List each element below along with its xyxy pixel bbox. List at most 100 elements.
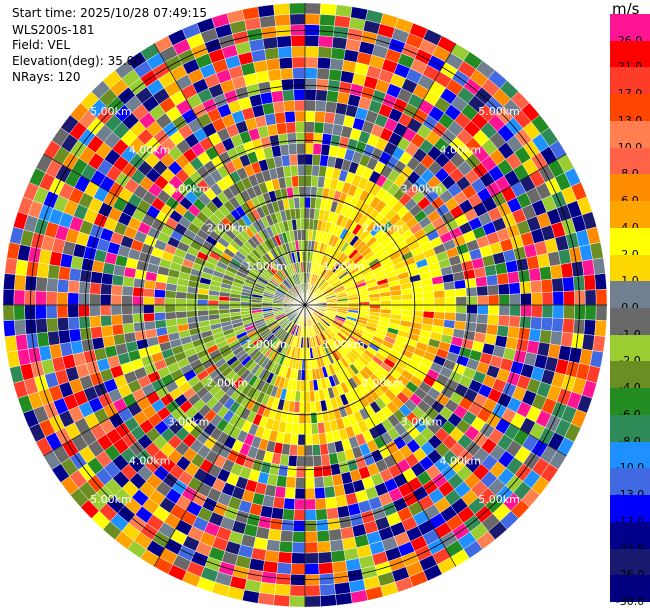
- velocity-gate: [423, 304, 435, 313]
- velocity-gate: [530, 304, 543, 318]
- velocity-gate: [328, 528, 343, 542]
- velocity-gate: [304, 347, 309, 360]
- velocity-gate: [13, 274, 27, 291]
- velocity-gate: [36, 262, 50, 279]
- velocity-gate: [318, 35, 334, 48]
- velocity-gate: [304, 35, 320, 47]
- velocity-gate: [304, 196, 311, 209]
- velocity-gate: [207, 304, 220, 311]
- velocity-gate: [132, 286, 145, 297]
- range-ring-label: 3.00km: [168, 416, 210, 429]
- velocity-gate: [35, 290, 47, 306]
- velocity-gate: [309, 401, 317, 413]
- velocity-gate: [274, 485, 287, 499]
- velocity-gate: [312, 143, 323, 156]
- velocity-gate: [197, 309, 209, 317]
- velocity-gate: [315, 508, 328, 521]
- velocity-gate: [528, 328, 542, 343]
- colorbar-segment: [610, 388, 650, 416]
- velocity-gate: [36, 331, 50, 348]
- velocity-gate: [316, 519, 329, 532]
- velocity-gate: [301, 240, 306, 252]
- velocity-gate: [15, 334, 29, 351]
- velocity-gate: [304, 99, 316, 112]
- velocity-gate: [444, 296, 457, 306]
- velocity-gate: [325, 100, 338, 114]
- velocity-gate: [142, 296, 155, 306]
- velocity-gate: [277, 133, 289, 146]
- velocity-gate: [562, 318, 575, 334]
- velocity-gate: [477, 304, 489, 315]
- velocity-gate: [271, 90, 284, 103]
- velocity-gate: [57, 317, 70, 332]
- velocity-gate: [304, 390, 311, 403]
- velocity-gate: [272, 496, 285, 510]
- velocity-gate: [309, 390, 316, 403]
- velocity-gate: [300, 229, 306, 241]
- velocity-gate: [13, 289, 26, 306]
- velocity-gate: [297, 175, 306, 187]
- velocity-gate: [466, 304, 478, 315]
- velocity-gate: [132, 313, 145, 324]
- velocity-gate: [111, 274, 125, 287]
- velocity-gate: [584, 304, 597, 321]
- velocity-gate: [314, 497, 327, 510]
- velocity-gate: [276, 122, 288, 135]
- range-ring-label: 4.00km: [129, 144, 171, 157]
- colorbar-segment: [610, 67, 650, 95]
- velocity-gate: [143, 320, 157, 331]
- velocity-gate: [257, 4, 275, 18]
- velocity-gate: [279, 530, 294, 543]
- velocity-gate: [262, 36, 279, 50]
- velocity-gate: [327, 517, 341, 531]
- velocity-gate: [45, 291, 58, 306]
- velocity-gate: [304, 498, 316, 511]
- velocity-gate: [401, 293, 413, 301]
- velocity-gate: [89, 304, 101, 317]
- velocity-gate: [551, 277, 564, 293]
- velocity-gate: [541, 291, 554, 306]
- velocity-gate: [46, 317, 59, 333]
- velocity-gate: [176, 317, 189, 326]
- azimuth-spoke: [304, 304, 457, 567]
- velocity-gate: [257, 81, 272, 95]
- velocity-gate: [122, 322, 135, 334]
- velocity-gate: [218, 300, 230, 306]
- velocity-gate: [334, 15, 351, 29]
- velocity-gate: [110, 284, 123, 296]
- velocity-gate: [89, 315, 102, 328]
- azimuth-spoke: [153, 43, 306, 306]
- velocity-gate: [57, 278, 70, 293]
- velocity-gate: [78, 316, 91, 329]
- velocity-gate: [293, 509, 306, 521]
- colorbar-label: 10.0: [610, 142, 650, 153]
- velocity-gate: [421, 284, 434, 293]
- velocity-gate: [304, 466, 315, 478]
- velocity-gate: [218, 304, 230, 310]
- colorbar-label: -8.0: [610, 436, 650, 447]
- velocity-gate: [78, 304, 90, 318]
- velocity-gate: [291, 175, 300, 188]
- range-ring-label: 4.00km: [440, 144, 482, 157]
- velocity-gate: [487, 304, 500, 316]
- velocity-gate: [517, 327, 531, 341]
- velocity-gate: [327, 79, 341, 93]
- velocity-gate: [331, 36, 348, 50]
- velocity-gate: [267, 68, 282, 82]
- velocity-gate: [304, 175, 313, 187]
- velocity-gate: [296, 455, 306, 468]
- velocity-gate: [292, 78, 306, 90]
- velocity-gate: [507, 271, 520, 284]
- velocity-gate: [286, 132, 297, 145]
- velocity-gate: [229, 304, 241, 310]
- velocity-gate: [390, 299, 403, 306]
- velocity-gate: [291, 56, 306, 69]
- velocity-gate: [272, 100, 285, 114]
- velocity-gate: [313, 476, 325, 489]
- velocity-gate: [477, 295, 489, 306]
- velocity-gate: [509, 293, 521, 306]
- velocity-gate: [455, 304, 468, 314]
- velocity-gate: [89, 282, 102, 295]
- velocity-gate: [279, 67, 294, 80]
- velocity-gate: [552, 291, 565, 306]
